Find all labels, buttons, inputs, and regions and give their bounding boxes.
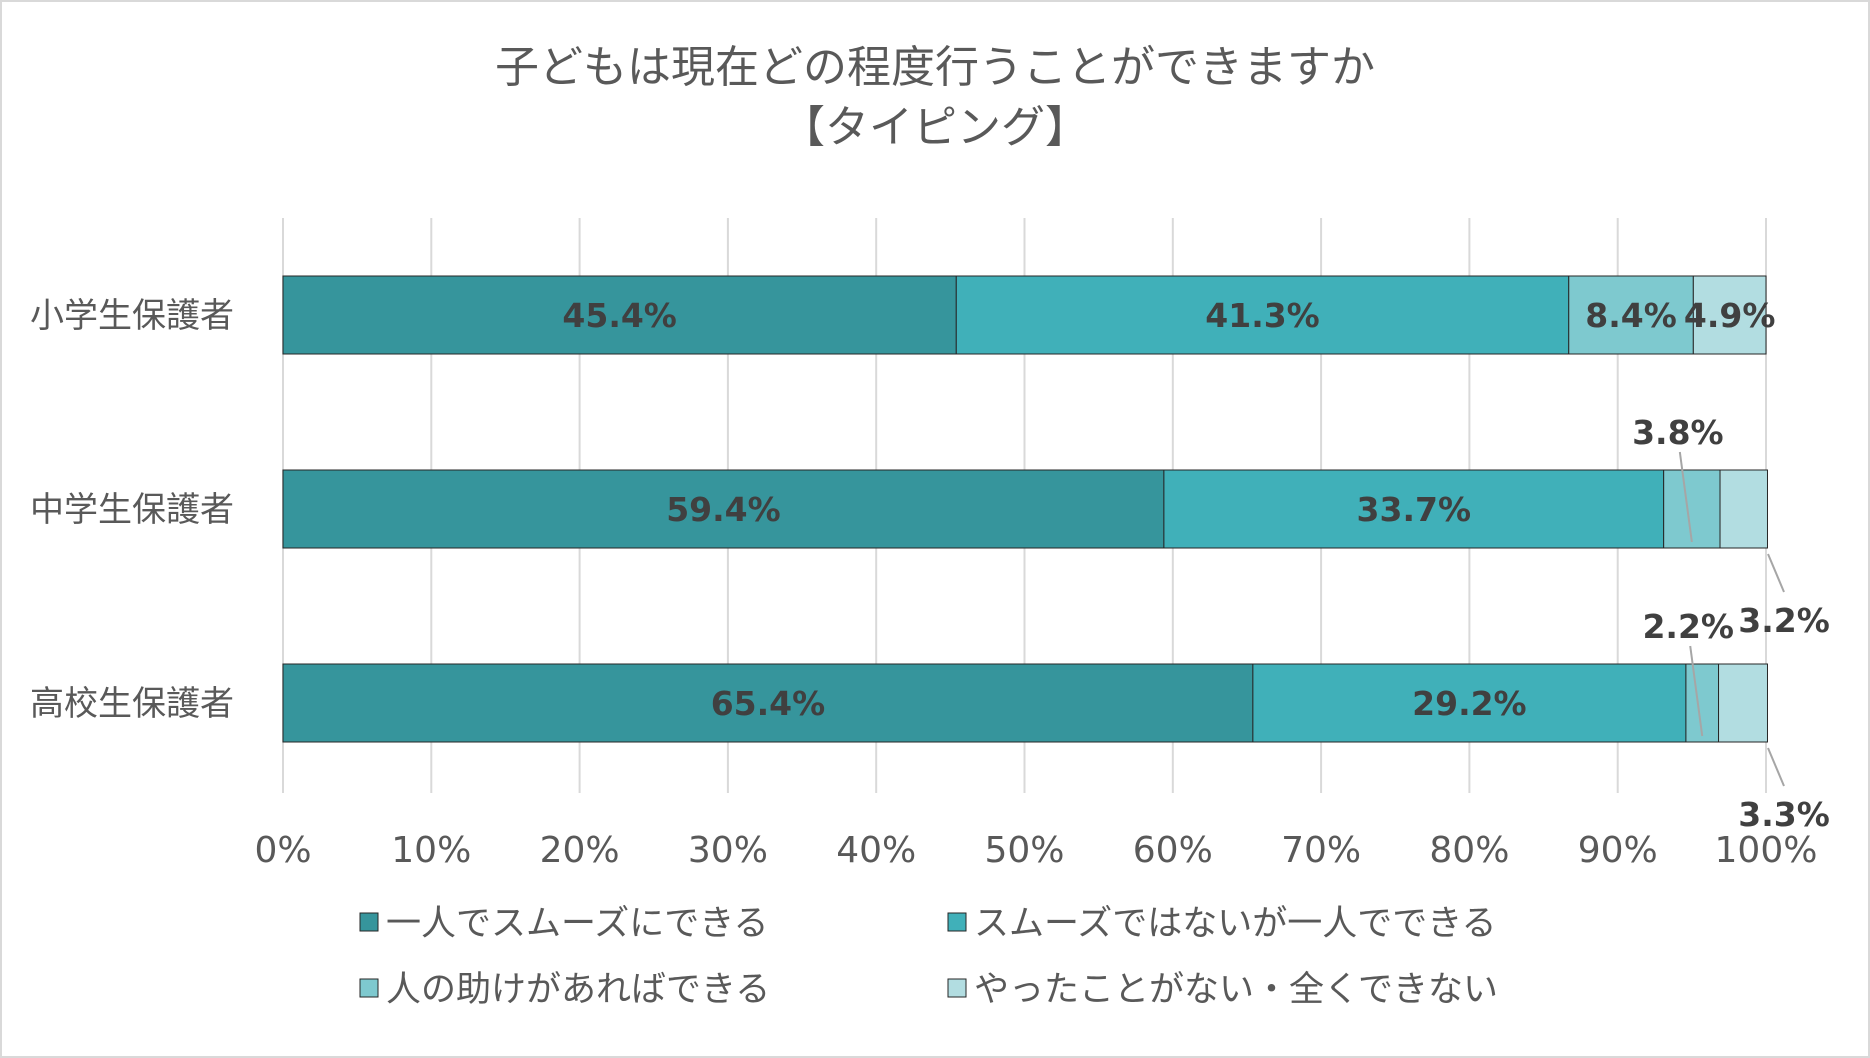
data-label: 3.3% xyxy=(1738,795,1830,834)
x-tick-label: 20% xyxy=(540,830,620,871)
category-label: 高校生保護者 xyxy=(30,684,234,724)
x-tick-label: 50% xyxy=(984,830,1064,871)
data-label: 59.4% xyxy=(666,490,781,529)
legend-swatch xyxy=(947,912,967,932)
legend-swatch xyxy=(359,912,379,932)
data-label: 29.2% xyxy=(1412,684,1527,723)
bar-segment xyxy=(1692,275,1767,355)
category-label: 小学生保護者 xyxy=(30,296,234,336)
bar-segment xyxy=(282,663,1254,743)
leader-line xyxy=(1767,553,1785,593)
data-label: 65.4% xyxy=(711,684,826,723)
bar-segment xyxy=(282,469,1165,549)
bar-segment xyxy=(1719,469,1768,549)
legend-label: 一人でスムーズにできる xyxy=(386,904,769,944)
x-tick-label: 40% xyxy=(836,830,916,871)
chart-title: 子どもは現在どの程度行うことができますか xyxy=(495,42,1375,93)
data-label: 33.7% xyxy=(1357,490,1472,529)
x-tick-label: 0% xyxy=(254,830,311,871)
legend-swatch xyxy=(947,978,967,998)
legend-label: やったことがない・全くできない xyxy=(974,970,1498,1010)
leader-line xyxy=(1678,451,1693,543)
data-label: 8.4% xyxy=(1585,296,1677,335)
data-label: 4.9% xyxy=(1684,296,1776,335)
data-label: 3.2% xyxy=(1738,601,1830,640)
data-labels: 45.4% 41.3% 8.4% 4.9% 59.4% 33.7% 3.8% 3.2% 65.4… xyxy=(562,296,1829,834)
category-label: 中学生保護者 xyxy=(30,490,234,530)
data-label: 45.4% xyxy=(562,296,677,335)
data-label: 41.3% xyxy=(1205,296,1320,335)
legend-swatch xyxy=(359,978,379,998)
bar-segment xyxy=(1163,469,1665,549)
leader-line xyxy=(1689,645,1704,737)
x-tick-label: 30% xyxy=(688,830,768,871)
data-label: 3.8% xyxy=(1632,413,1724,452)
chart-subtitle: 【タイピング】 xyxy=(781,102,1089,153)
leader-line xyxy=(1767,747,1785,787)
data-label: 2.2% xyxy=(1642,607,1734,646)
x-axis-ticks: 0% 10% 20% 30% 40% 50% 60% 70% 80% 90% 100% xyxy=(254,830,1817,871)
legend-label: 人の助けがあればできる xyxy=(386,970,770,1010)
bar-segment xyxy=(282,275,957,355)
x-tick-label: 70% xyxy=(1281,830,1361,871)
x-tick-label: 90% xyxy=(1578,830,1658,871)
bar-segment xyxy=(955,275,1570,355)
legend-label: スムーズではないが一人でできる xyxy=(974,904,1497,944)
bar-segment xyxy=(1718,663,1768,743)
x-tick-label: 100% xyxy=(1715,830,1818,871)
x-tick-label: 60% xyxy=(1133,830,1213,871)
x-tick-label: 10% xyxy=(391,830,471,871)
bar-segment xyxy=(1252,663,1687,743)
bars xyxy=(282,275,1768,743)
bar-segment xyxy=(1568,275,1694,355)
x-tick-label: 80% xyxy=(1429,830,1509,871)
